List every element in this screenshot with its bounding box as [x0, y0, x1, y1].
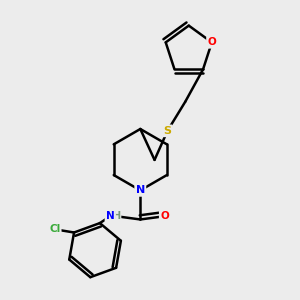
Text: O: O	[160, 211, 169, 221]
Text: H: H	[112, 211, 120, 221]
Text: N: N	[106, 211, 115, 221]
Text: S: S	[164, 126, 172, 136]
Text: O: O	[207, 38, 216, 47]
Text: N: N	[136, 185, 145, 195]
Text: Cl: Cl	[49, 224, 60, 234]
